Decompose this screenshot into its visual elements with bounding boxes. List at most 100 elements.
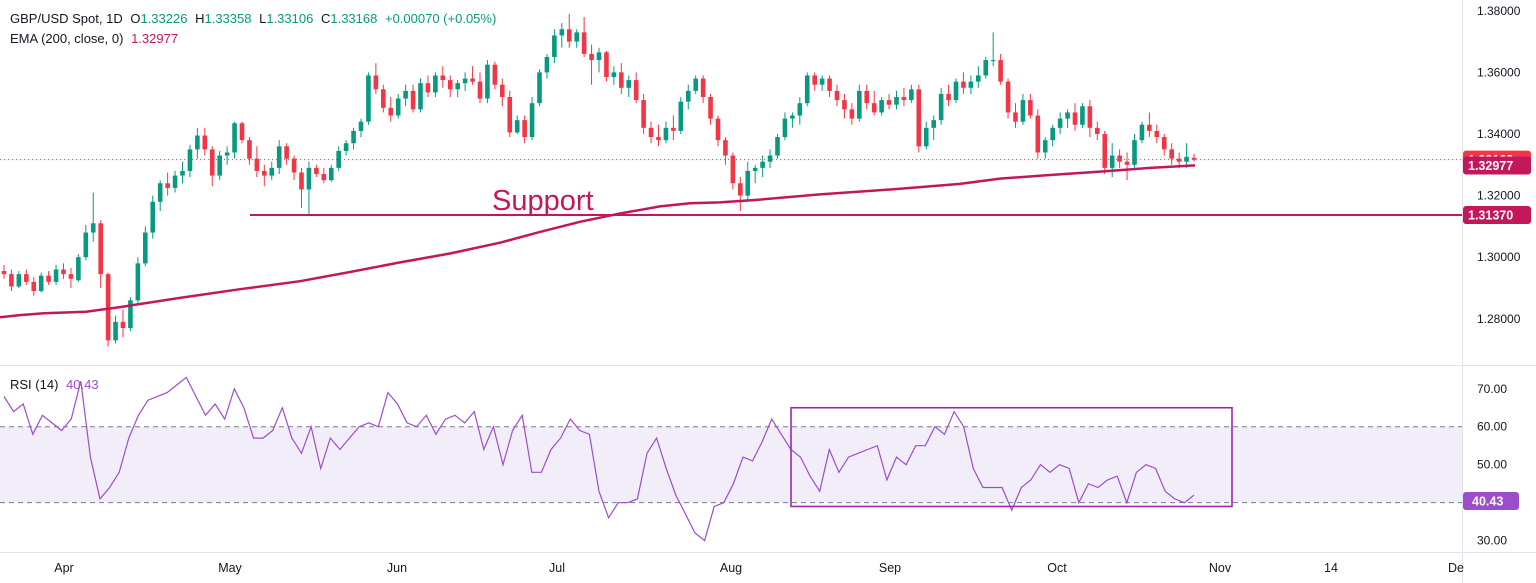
candle-body	[455, 83, 460, 90]
support-price-tag: 1.31370	[1468, 208, 1513, 222]
candle-body	[507, 97, 513, 133]
time-axis-tick: Jun	[387, 561, 407, 575]
ema-legend[interactable]: EMA (200, close, 0) 1.32977	[10, 31, 182, 46]
ema-value: 1.32977	[131, 31, 179, 46]
rsi-line	[3, 376, 1195, 542]
candle-body	[693, 78, 698, 91]
candle-body	[552, 35, 557, 57]
candle-body	[589, 53, 594, 61]
candle-body	[187, 149, 193, 171]
support-label: Support	[492, 185, 594, 217]
candle-body	[700, 78, 706, 98]
candle-body	[128, 300, 133, 329]
candle-body	[470, 78, 475, 82]
candle-body	[1191, 157, 1197, 160]
candle-body	[760, 161, 765, 168]
candle-body	[202, 135, 208, 150]
candle-body	[886, 100, 892, 105]
candle-body	[68, 274, 74, 279]
candle-body	[1080, 106, 1085, 125]
candle-body	[633, 80, 639, 101]
candle-body	[1020, 100, 1026, 122]
candle-body	[76, 257, 81, 281]
candle-body	[113, 321, 118, 341]
candle-body	[901, 97, 907, 101]
candle-body	[641, 100, 646, 128]
candle-body	[715, 118, 721, 141]
candle-body	[1154, 130, 1160, 138]
candle-body	[663, 127, 669, 141]
candle-body	[425, 83, 431, 93]
candle-body	[723, 140, 728, 156]
open-value: 1.33226	[140, 11, 188, 26]
candle-body	[120, 321, 126, 329]
candle-body	[269, 167, 275, 176]
candle-body	[239, 123, 245, 141]
candle-body	[938, 93, 944, 121]
support-price-tag-bg	[1463, 205, 1531, 224]
time-axis-tick: May	[218, 561, 242, 575]
rsi-band	[0, 426, 1462, 503]
candle-body	[418, 83, 423, 110]
candle-body	[209, 149, 215, 176]
ohlc-legend: GBP/USD Spot, 1D O1.33226 H1.33358 L1.33…	[10, 11, 500, 26]
candle-body	[1139, 124, 1145, 141]
candle-body	[485, 64, 490, 99]
candle-body	[879, 100, 884, 113]
time-axis-tick: Oct	[1047, 561, 1067, 575]
candle-body	[812, 75, 817, 85]
candle-body	[38, 275, 44, 292]
candle-body	[849, 109, 855, 119]
candle-body	[1132, 140, 1137, 165]
candle-body	[135, 263, 141, 301]
candle-body	[224, 152, 230, 156]
candle-body	[1161, 137, 1167, 150]
candle-body	[626, 80, 632, 88]
candle-body	[306, 167, 312, 190]
time-axis-tick: Aug	[720, 561, 742, 575]
candle-body	[46, 275, 51, 282]
candle-body	[1124, 161, 1130, 165]
candle-body	[1028, 100, 1033, 116]
high-value: 1.33358	[204, 11, 252, 26]
candle-body	[790, 115, 795, 119]
rsi-label: RSI (14)	[10, 377, 59, 392]
ema-price-tag: 1.32977	[1468, 159, 1513, 173]
candle-body	[894, 97, 899, 105]
price-axis-tick: 1.32000	[1477, 189, 1521, 203]
candle-body	[403, 90, 408, 99]
candle-body	[834, 90, 840, 101]
candle-body	[53, 269, 59, 282]
candle-body	[968, 81, 974, 88]
candle-body	[871, 103, 877, 113]
candle-body	[857, 90, 862, 119]
candle-body	[909, 89, 914, 101]
symbol-label[interactable]: GBP/USD Spot, 1D	[10, 11, 123, 26]
candle-body	[262, 170, 267, 176]
candle-body	[247, 140, 252, 159]
candle-body	[1109, 155, 1115, 168]
candle-body	[83, 232, 89, 258]
time-axis-tick: Nov	[1209, 561, 1232, 575]
time-axis-tick: Apr	[54, 561, 73, 575]
candle-body	[804, 75, 810, 104]
candle-body	[61, 269, 66, 275]
candle-body	[604, 52, 609, 78]
candle-body	[1035, 115, 1041, 153]
candle-body	[165, 183, 170, 188]
rsi-legend[interactable]: RSI (14) 40.43	[10, 377, 103, 392]
candle-body	[388, 107, 394, 116]
candle-body	[745, 170, 751, 196]
candle-body	[16, 274, 22, 287]
candle-body	[1065, 112, 1070, 119]
candle-body	[827, 78, 832, 91]
candle-body	[284, 146, 289, 159]
candle-body	[299, 172, 304, 190]
candle-body	[462, 78, 468, 84]
candle-body	[1050, 127, 1055, 141]
candle-body	[276, 146, 282, 168]
candle-body	[477, 81, 483, 99]
candle-body	[931, 120, 936, 128]
candle-body	[990, 60, 996, 62]
